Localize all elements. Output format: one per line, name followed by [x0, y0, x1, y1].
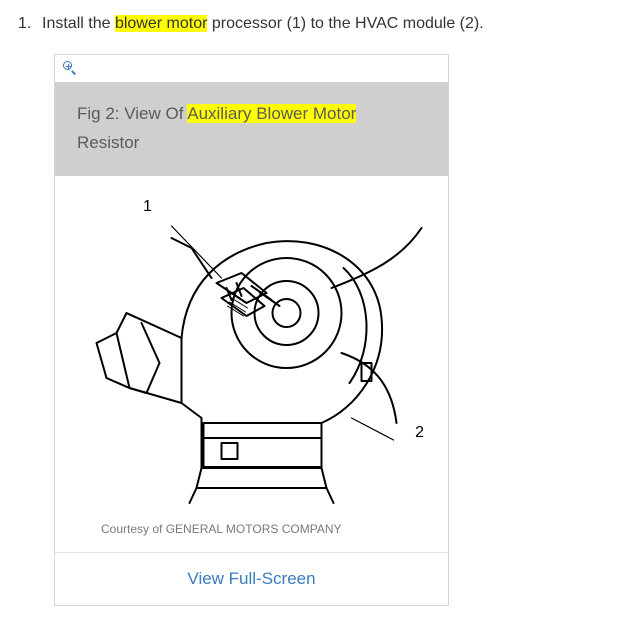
blower-motor-illustration: [71, 188, 432, 508]
step-text: Install the blower motor processor (1) t…: [42, 12, 484, 36]
callout-1: 1: [143, 198, 152, 216]
figure-container: Fig 2: View Of Auxiliary Blower Motor Re…: [54, 54, 449, 606]
zoom-in-icon[interactable]: [63, 61, 77, 75]
step-number: 1.: [18, 12, 36, 36]
figure-diagram: 1 2: [55, 176, 448, 516]
view-fullscreen-link[interactable]: View Full-Screen: [187, 569, 315, 588]
highlight-aux-blower: Auxiliary Blower Motor: [187, 104, 356, 123]
zoom-toolbar: [55, 55, 448, 82]
highlight-blower-motor: blower motor: [115, 15, 207, 32]
fullscreen-row: View Full-Screen: [55, 553, 448, 605]
figure-courtesy: Courtesy of GENERAL MOTORS COMPANY: [55, 516, 448, 553]
callout-2: 2: [415, 424, 424, 442]
figure-caption: Fig 2: View Of Auxiliary Blower Motor Re…: [55, 82, 448, 176]
instruction-step: 1. Install the blower motor processor (1…: [18, 12, 609, 36]
